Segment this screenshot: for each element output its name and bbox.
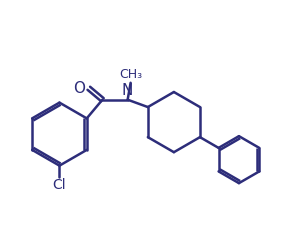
Text: N: N (122, 83, 133, 98)
Text: CH₃: CH₃ (119, 68, 142, 81)
Text: O: O (73, 81, 85, 96)
Text: Cl: Cl (53, 178, 66, 192)
